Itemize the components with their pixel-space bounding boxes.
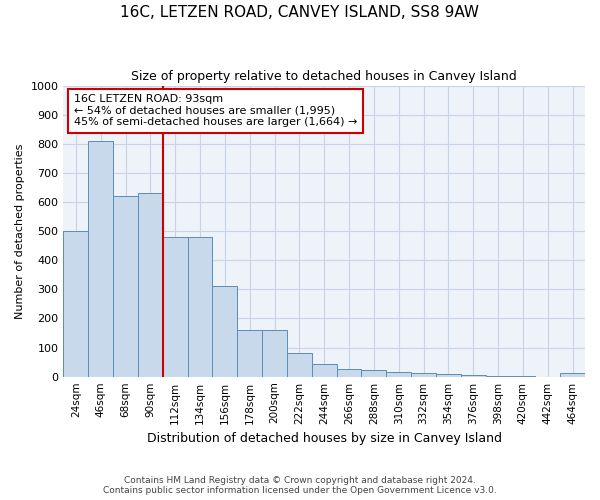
X-axis label: Distribution of detached houses by size in Canvey Island: Distribution of detached houses by size … <box>147 432 502 445</box>
Bar <box>337 370 361 376</box>
Bar <box>262 330 287 376</box>
Bar <box>361 370 386 376</box>
Bar <box>312 364 337 376</box>
Title: Size of property relative to detached houses in Canvey Island: Size of property relative to detached ho… <box>131 70 517 83</box>
Bar <box>212 286 237 376</box>
Text: 16C, LETZEN ROAD, CANVEY ISLAND, SS8 9AW: 16C, LETZEN ROAD, CANVEY ISLAND, SS8 9AW <box>121 5 479 20</box>
Bar <box>163 237 188 376</box>
Bar <box>461 375 485 376</box>
Bar <box>237 330 262 376</box>
Bar <box>188 237 212 376</box>
Text: Contains HM Land Registry data © Crown copyright and database right 2024.
Contai: Contains HM Land Registry data © Crown c… <box>103 476 497 495</box>
Bar <box>138 194 163 376</box>
Bar <box>113 196 138 376</box>
Y-axis label: Number of detached properties: Number of detached properties <box>15 144 25 319</box>
Bar <box>287 354 312 376</box>
Bar <box>64 231 88 376</box>
Bar <box>386 372 411 376</box>
Text: 16C LETZEN ROAD: 93sqm
← 54% of detached houses are smaller (1,995)
45% of semi-: 16C LETZEN ROAD: 93sqm ← 54% of detached… <box>74 94 357 128</box>
Bar <box>436 374 461 376</box>
Bar <box>411 373 436 376</box>
Bar <box>88 141 113 376</box>
Bar <box>560 373 585 376</box>
